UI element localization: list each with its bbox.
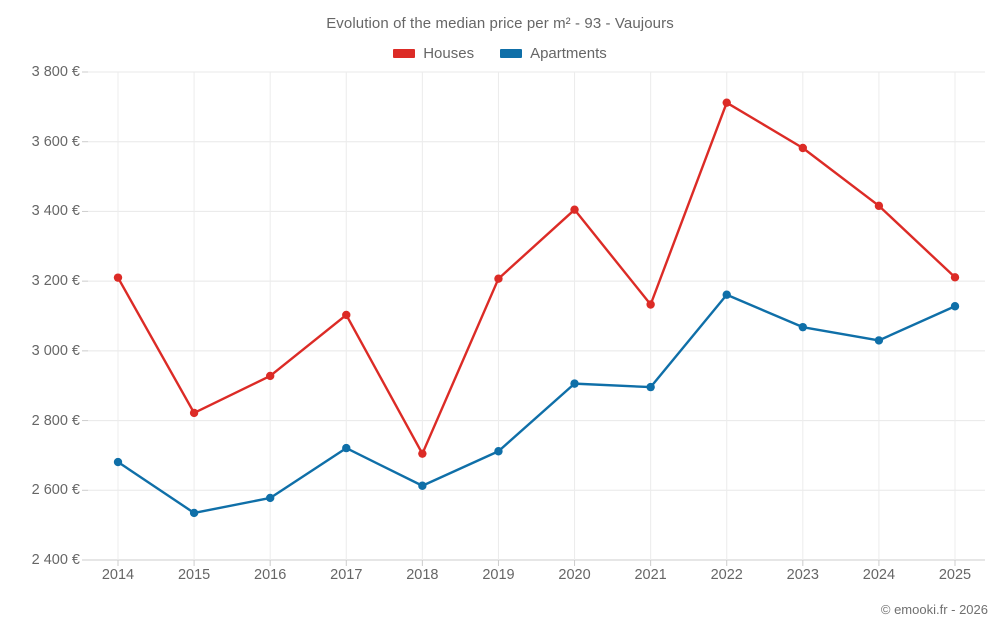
y-axis-label: 2 400 € <box>31 552 80 568</box>
x-axis-label-2016: 2016 <box>254 567 287 583</box>
data-point-houses-2019[interactable] <box>494 274 503 283</box>
series-line-houses <box>116 101 957 455</box>
x-axis-label-2025: 2025 <box>938 567 972 583</box>
y-axis-labels: 2 400 € 2 600 € 2 800 € 3 000 € 3 200 € 3 400… <box>0 0 80 625</box>
data-point-houses-2018[interactable] <box>418 449 427 458</box>
y-axis-label: 3 800 € <box>31 64 80 80</box>
x-axis-label-2015: 2015 <box>177 567 211 583</box>
y-axis-label: 2 800 € <box>31 412 80 429</box>
data-point-houses-2014[interactable] <box>113 273 123 282</box>
data-point-apartments-2018[interactable] <box>418 481 427 490</box>
data-point-apartments-2019[interactable] <box>494 447 503 456</box>
data-point-apartments-2023[interactable] <box>798 322 808 332</box>
data-point-houses-2022[interactable] <box>722 98 731 107</box>
chart-title: Evolution of the median price per m² - 9… <box>326 15 674 32</box>
legend-label-houses: Houses <box>423 45 475 62</box>
legend-item-apartments[interactable]: Apartments <box>500 45 607 62</box>
data-point-apartments-2020[interactable] <box>570 379 579 388</box>
x-axis-label-2018: 2018 <box>406 567 439 583</box>
data-point-houses-2015[interactable] <box>189 408 199 418</box>
data-point-houses-2023[interactable] <box>798 143 808 153</box>
data-point-houses-2024[interactable] <box>874 201 884 211</box>
x-axis-label-2020: 2020 <box>558 567 591 583</box>
y-axis-label: 3 200 € <box>31 273 80 290</box>
data-point-apartments-2015[interactable] <box>189 508 199 518</box>
data-point-houses-2021[interactable] <box>646 300 655 309</box>
x-axis-label-2023: 2023 <box>786 567 819 583</box>
y-axis-label: 3 600 € <box>31 133 80 150</box>
data-point-apartments-2014[interactable] <box>113 457 123 467</box>
x-axis-labels: 2014 2015 2016 2017 2018 2019 2020 2021 2022 2023… <box>0 567 1000 597</box>
data-point-apartments-2017[interactable] <box>342 443 351 453</box>
x-axis-label-2021: 2021 <box>634 567 667 583</box>
data-point-apartments-2022[interactable] <box>722 290 731 299</box>
data-point-houses-2025[interactable] <box>950 273 960 282</box>
copyright-footer: © emooki.fr - 2026 <box>880 602 988 617</box>
data-point-houses-2017[interactable] <box>342 310 351 320</box>
data-point-apartments-2024[interactable] <box>874 336 884 345</box>
data-point-apartments-2021[interactable] <box>646 382 655 392</box>
data-point-houses-2016[interactable] <box>265 371 275 381</box>
x-axis-label-2022: 2022 <box>710 567 743 583</box>
x-axis-label-2024: 2024 <box>862 567 896 583</box>
x-axis-label-2017: 2017 <box>330 567 363 583</box>
legend-label-apartments: Apartments <box>530 45 607 62</box>
legend-item-houses[interactable]: Houses <box>393 45 474 62</box>
series-line-apartments <box>116 293 957 515</box>
chart-legend: Houses Apartments <box>0 45 1000 62</box>
data-point-houses-2020[interactable] <box>570 205 579 214</box>
y-axis-label: 3 000 € <box>31 342 80 359</box>
y-axis-label: 2 600 € <box>31 482 80 499</box>
legend-color-swatch-apartments <box>500 49 523 58</box>
x-axis-label-2014: 2014 <box>101 567 135 583</box>
data-point-apartments-2016[interactable] <box>265 493 275 503</box>
data-point-apartments-2025[interactable] <box>950 302 960 311</box>
y-axis-label: 3 400 € <box>31 203 80 220</box>
legend-color-swatch-houses <box>393 49 416 58</box>
x-axis-label-2019: 2019 <box>482 567 515 583</box>
